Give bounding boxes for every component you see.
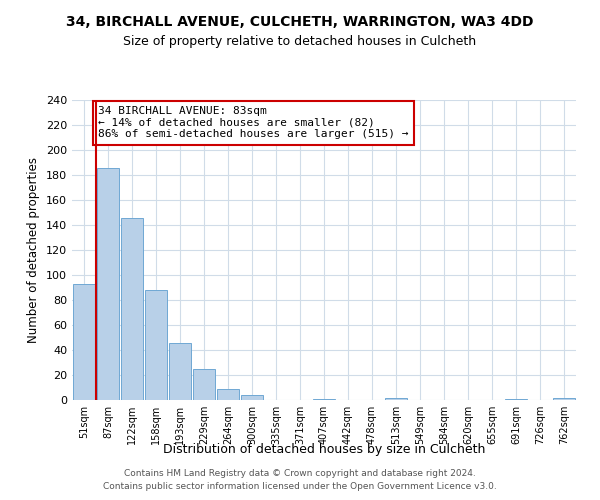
Bar [217,389,239,400]
Text: Contains public sector information licensed under the Open Government Licence v3: Contains public sector information licen… [103,482,497,491]
Bar [169,342,191,400]
Text: Distribution of detached houses by size in Culcheth: Distribution of detached houses by size … [163,442,485,456]
Text: 34, BIRCHALL AVENUE, CULCHETH, WARRINGTON, WA3 4DD: 34, BIRCHALL AVENUE, CULCHETH, WARRINGTO… [66,15,534,29]
Text: Contains HM Land Registry data © Crown copyright and database right 2024.: Contains HM Land Registry data © Crown c… [124,468,476,477]
Bar [145,290,167,400]
Text: 34 BIRCHALL AVENUE: 83sqm
← 14% of detached houses are smaller (82)
86% of semi-: 34 BIRCHALL AVENUE: 83sqm ← 14% of detac… [98,106,409,140]
Text: Size of property relative to detached houses in Culcheth: Size of property relative to detached ho… [124,35,476,48]
Bar [385,398,407,400]
Bar [121,218,143,400]
Bar [553,398,575,400]
Bar [241,395,263,400]
Bar [73,284,95,400]
Bar [193,369,215,400]
Bar [313,399,335,400]
Y-axis label: Number of detached properties: Number of detached properties [28,157,40,343]
Bar [505,399,527,400]
Bar [97,168,119,400]
